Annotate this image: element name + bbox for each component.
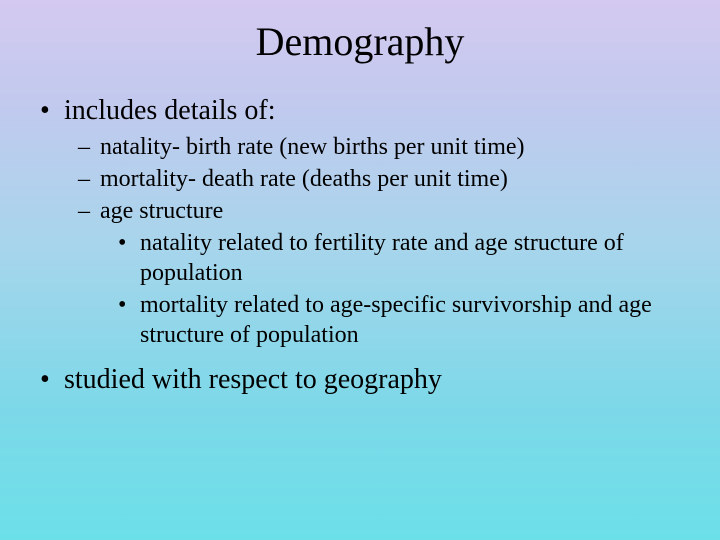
bullet-text: mortality related to age-specific surviv…: [140, 292, 652, 348]
bullet-item: includes details of: natality- birth rat…: [64, 93, 690, 350]
bullet-item: natality- birth rate (new births per uni…: [100, 132, 690, 162]
bullet-item: studied with respect to geography: [64, 362, 690, 397]
slide-title: Demography: [30, 18, 690, 65]
bullet-list-level2: natality- birth rate (new births per uni…: [64, 132, 690, 350]
bullet-item: natality related to fertility rate and a…: [140, 228, 690, 288]
bullet-list-level3: natality related to fertility rate and a…: [100, 228, 690, 350]
bullet-item: mortality- death rate (deaths per unit t…: [100, 164, 690, 194]
bullet-text: includes details of:: [64, 95, 276, 126]
bullet-item: mortality related to age-specific surviv…: [140, 290, 690, 350]
bullet-text: age structure: [100, 198, 223, 224]
bullet-text: natality related to fertility rate and a…: [140, 230, 624, 286]
bullet-list-level1: includes details of: natality- birth rat…: [30, 93, 690, 397]
bullet-item: age structure natality related to fertil…: [100, 196, 690, 350]
bullet-text: mortality- death rate (deaths per unit t…: [100, 166, 508, 192]
bullet-text: natality- birth rate (new births per uni…: [100, 134, 525, 160]
bullet-text: studied with respect to geography: [64, 364, 442, 395]
slide: Demography includes details of: natality…: [0, 0, 720, 540]
